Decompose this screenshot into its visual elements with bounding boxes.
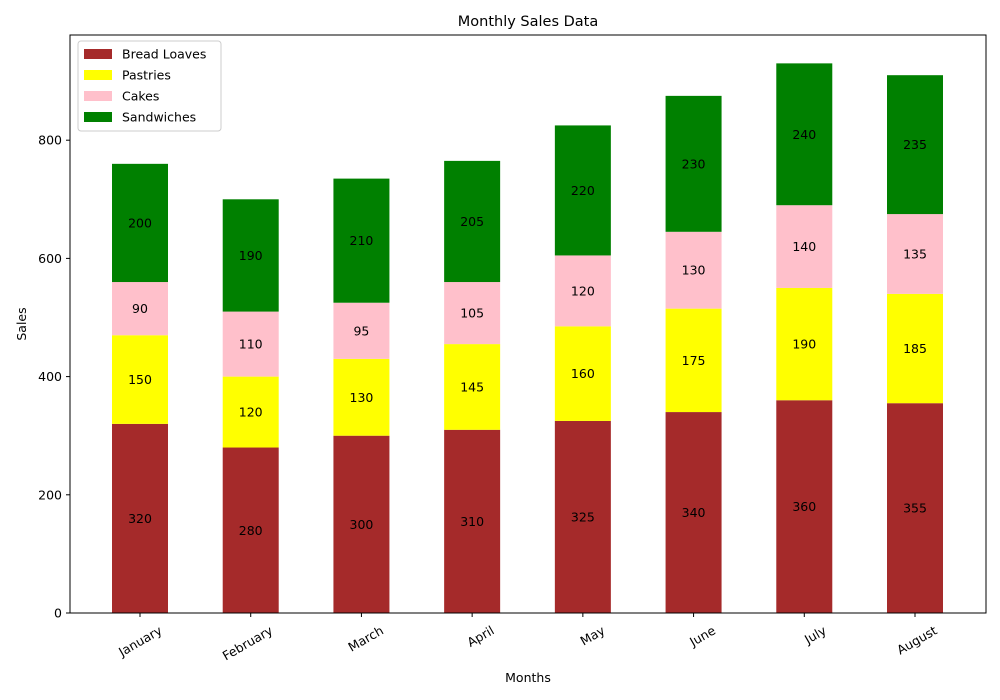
legend-swatch [84,112,112,122]
legend-label: Bread Loaves [122,47,206,62]
bar-segment [776,287,833,401]
bar-segment [333,435,390,613]
bar-value-label: 240 [792,127,816,142]
bar-value-label: 150 [128,372,152,387]
bar-segment [554,125,611,256]
bar-segment [112,423,168,613]
bar-value-label: 230 [682,156,706,171]
bar-value-label: 185 [903,341,927,356]
bar-segment [333,358,390,436]
y-tick-label: 0 [54,606,62,621]
bars-layer [112,63,943,613]
bar-value-label: 120 [571,283,595,298]
bar-segment [776,205,833,288]
bar-segment [887,293,943,404]
y-tick-label: 600 [38,251,62,266]
bar-segment [887,403,943,613]
bar-segment [112,163,168,283]
bar-value-label: 355 [903,501,927,516]
bar-value-label: 160 [571,366,595,381]
bar-segment [112,282,168,336]
bar-segment [222,376,279,448]
bar-segment [887,214,943,294]
bar-value-label: 200 [128,215,152,230]
bar-value-label: 190 [792,337,816,352]
legend-swatch [84,49,112,59]
bar-segment [554,326,611,421]
x-tick-label: July [801,622,829,647]
bar-segment [333,178,390,303]
bar-value-label: 135 [903,246,927,261]
bar-value-label: 120 [239,405,263,420]
bar-value-label: 325 [571,509,595,524]
bar-value-label: 175 [682,353,706,368]
bar-value-label: 95 [353,323,369,338]
bar-value-label: 140 [792,239,816,254]
x-tick-label: June [686,622,718,649]
legend-box [77,40,222,132]
bar-segment [554,255,611,327]
x-tick-label: February [220,622,276,663]
bar-segment [444,282,501,345]
bar-segment [333,302,390,359]
legend: Bread Loaves Pastries Cakes Sandwiches [77,40,222,132]
y-axis: 0 200 400 600 800 [38,133,70,621]
bar-segment [665,308,722,413]
legend-label: Pastries [122,68,171,83]
bar-value-label: 105 [460,306,484,321]
x-tick-label: August [894,623,939,658]
bar-value-label: 130 [682,263,706,278]
x-tick-label: March [345,623,386,655]
bar-value-label: 110 [239,337,263,352]
bar-value-label: 190 [239,248,263,263]
bar-segment [665,412,722,613]
bar-segment [554,420,611,613]
bar-segment [776,400,833,613]
legend-swatch [84,91,112,101]
y-axis-label: Sales [14,307,29,340]
x-tick-label: January [115,622,165,659]
bar-labels-layer: 320 150 90 200 280 120 110 190 300 130 95 210 310 145… [128,127,927,538]
bar-value-label: 280 [239,523,263,538]
chart-title: Monthly Sales Data [458,14,599,30]
bar-segment [776,63,833,206]
bar-value-label: 320 [128,511,152,526]
bar-value-label: 130 [350,390,374,405]
bar-value-label: 310 [460,514,484,529]
bar-value-label: 220 [571,183,595,198]
x-tick-label: April [464,623,496,650]
bar-segment [444,429,501,613]
bar-segment [222,199,279,312]
bar-value-label: 145 [460,379,484,394]
bar-segment [665,95,722,232]
bar-segment [112,335,168,424]
plot-frame [69,34,987,614]
y-tick-label: 200 [38,487,62,502]
bar-segment [222,447,279,613]
legend-swatch [84,70,112,80]
x-tick-label: May [577,622,607,648]
y-tick-label: 800 [38,133,62,148]
bar-segment [665,231,722,309]
x-axis: January February March April May June July Augu… [115,613,940,663]
bar-value-label: 340 [682,505,706,520]
legend-label: Cakes [122,89,159,104]
bar-value-label: 300 [350,517,374,532]
bar-value-label: 205 [460,214,484,229]
bar-value-label: 210 [350,233,374,248]
bar-segment [444,344,501,430]
bar-segment [222,311,279,377]
bar-segment [444,160,501,283]
bar-segment [887,75,943,215]
y-tick-label: 400 [38,369,62,384]
x-axis-label: Months [505,670,551,685]
bar-value-label: 235 [903,137,927,152]
bar-value-label: 90 [132,301,148,316]
legend-label: Sandwiches [122,110,196,125]
bar-value-label: 360 [792,499,816,514]
